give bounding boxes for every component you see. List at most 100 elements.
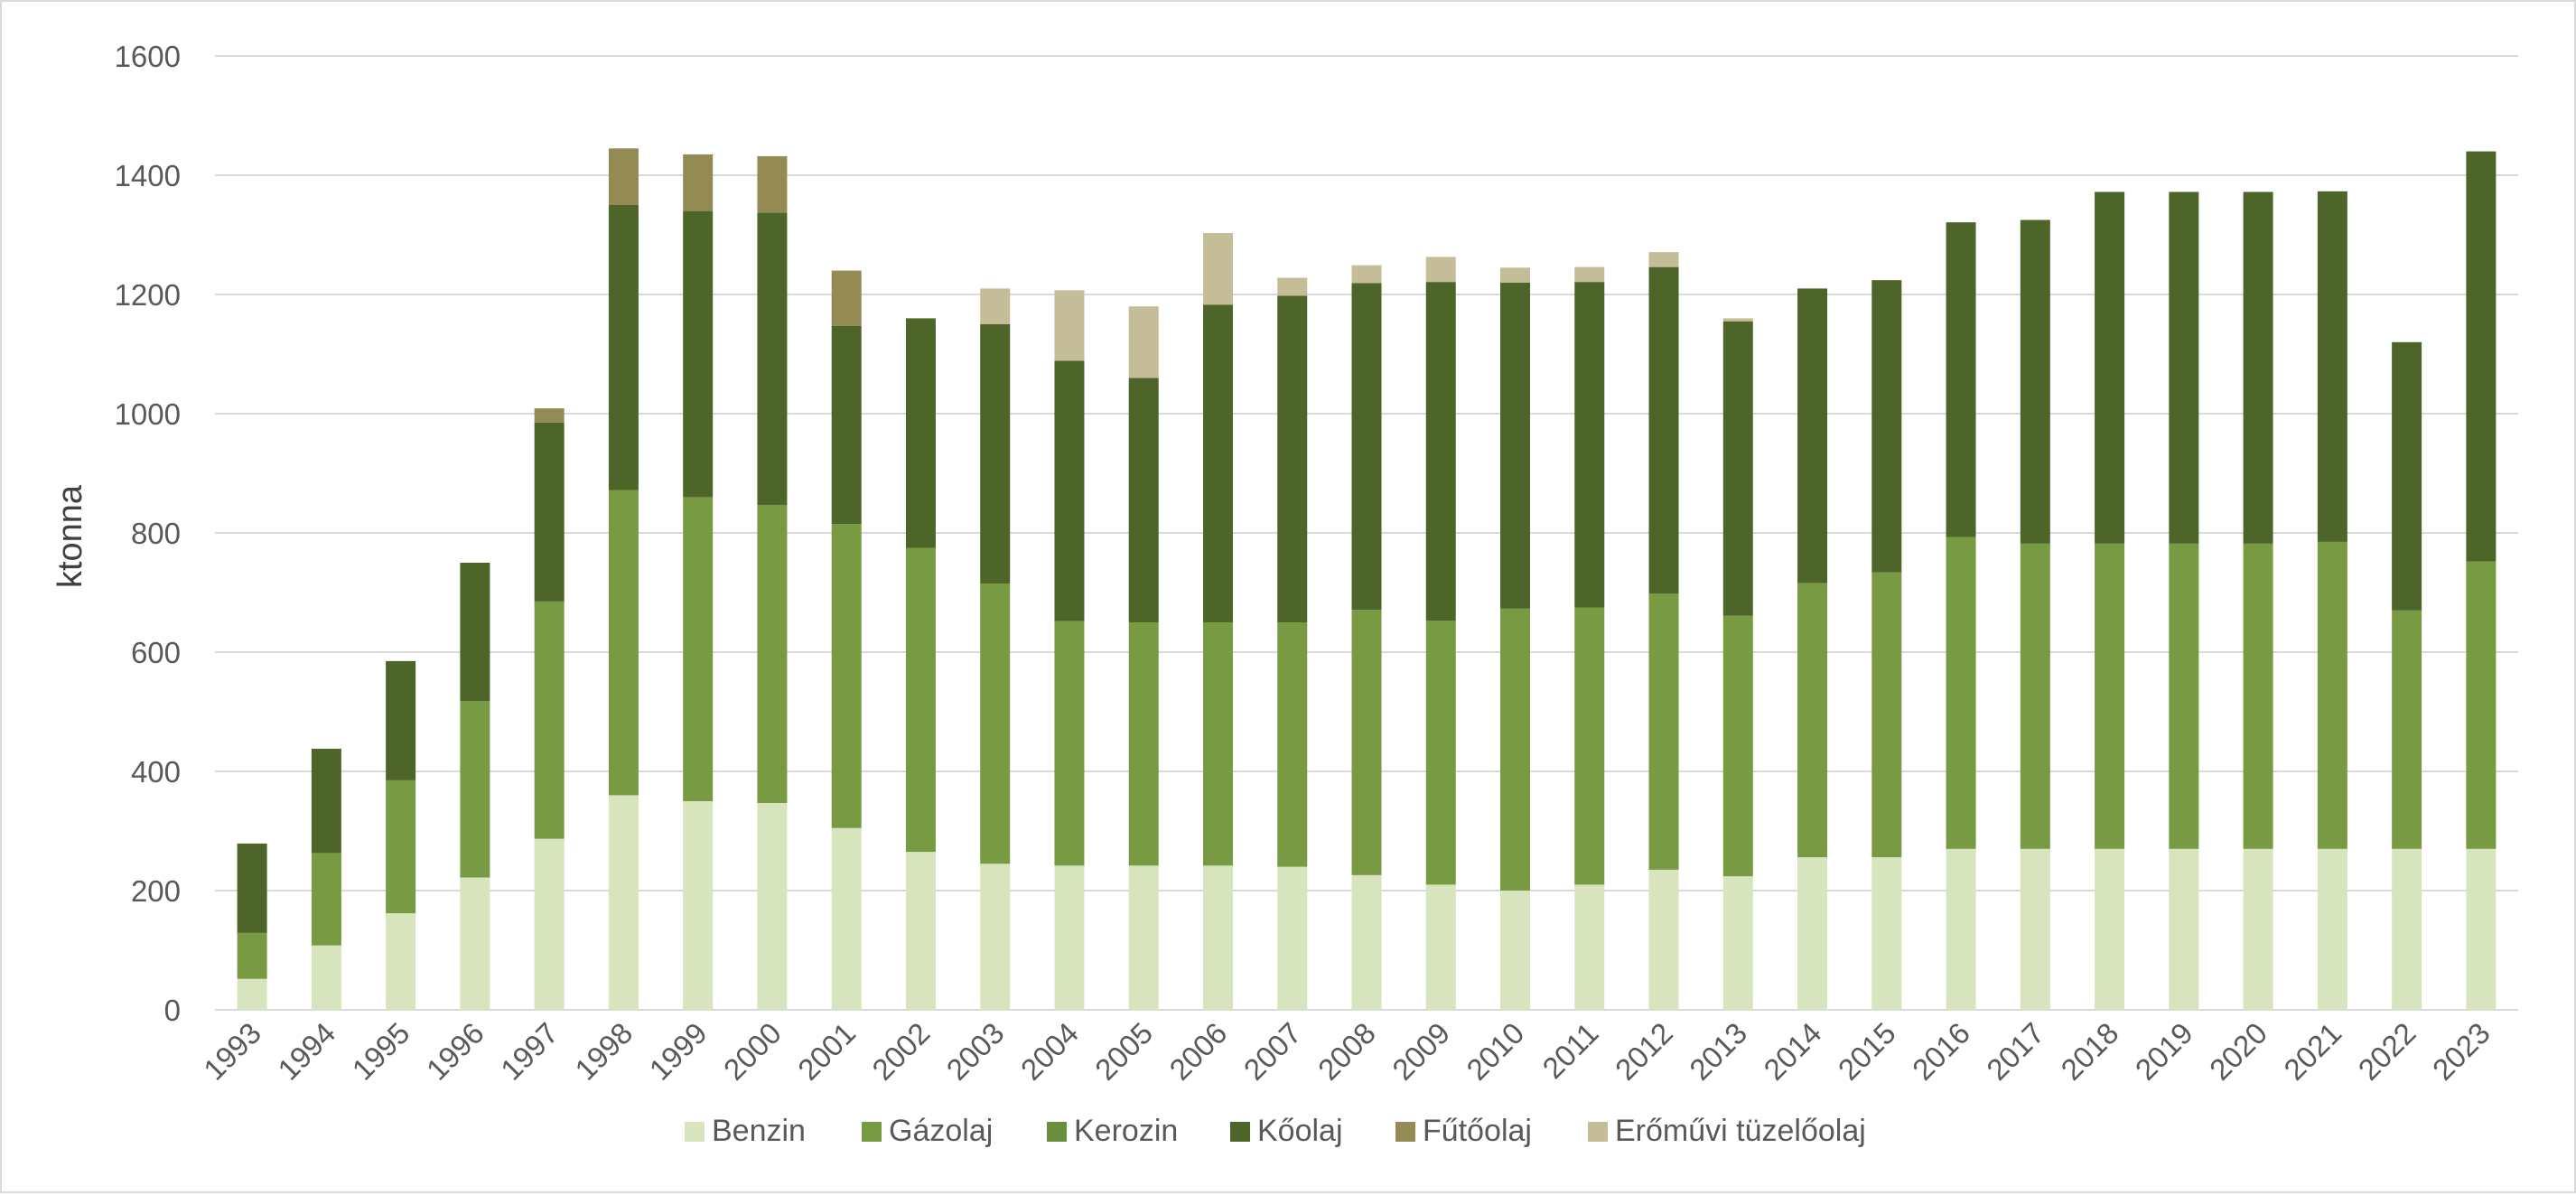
bar-segment-benzin xyxy=(1722,876,1753,1010)
legend-swatch xyxy=(862,1122,882,1142)
bar-segment-gázolaj xyxy=(1648,593,1679,870)
bar-segment-fűtőolaj xyxy=(757,155,788,213)
bar-segment-benzin xyxy=(1277,866,1308,1010)
bar-segment-kőolaj xyxy=(1946,222,1976,537)
x-tick-label: 1999 xyxy=(643,1016,714,1087)
x-tick-label: 2011 xyxy=(1535,1016,1604,1085)
bar-segment-gázolaj xyxy=(1946,537,1976,849)
bar-segment-kőolaj xyxy=(1797,288,1828,583)
y-axis-ticks: 0 200 400 600 800 1000 1200 1400 1600 xyxy=(115,40,181,1027)
bar-segment-kőolaj xyxy=(757,212,788,505)
bar-segment-gázolaj xyxy=(534,601,565,839)
bar-segment-gázolaj xyxy=(2392,610,2422,849)
legend-swatch xyxy=(1395,1122,1415,1142)
x-tick-label: 2015 xyxy=(1832,1016,1902,1087)
bar-segment-gázolaj xyxy=(311,853,341,946)
x-tick-label: 1994 xyxy=(271,1016,341,1087)
bar-segment-benzin xyxy=(311,945,341,1010)
x-tick-label: 2017 xyxy=(1980,1016,2050,1087)
bar-segment-benzin xyxy=(608,795,639,1010)
legend-swatch xyxy=(1230,1122,1250,1142)
x-tick-label: 2009 xyxy=(1386,1016,1456,1087)
bar-segment-gázolaj xyxy=(2317,541,2347,849)
bar-segment-kőolaj xyxy=(1648,266,1679,594)
x-tick-label: 2019 xyxy=(2129,1016,2199,1087)
x-tick-label: 2003 xyxy=(940,1016,1011,1087)
bar-segment-fűtőolaj xyxy=(831,270,862,326)
x-tick-label: 2006 xyxy=(1162,1016,1233,1087)
bar-segment-kőolaj xyxy=(311,748,341,854)
x-tick-label: 2016 xyxy=(1906,1016,1976,1087)
legend-label: Kerozin xyxy=(1074,1114,1178,1148)
bar-segment-benzin xyxy=(2392,848,2422,1010)
bar-segment-benzin xyxy=(905,852,936,1010)
legend-label: Benzin xyxy=(712,1114,806,1148)
bar-segment-gázolaj xyxy=(1871,572,1902,858)
y-tick-label: 200 xyxy=(131,874,181,908)
bar-segment-gázolaj xyxy=(1128,622,1159,866)
x-tick-label: 2000 xyxy=(717,1016,788,1087)
bar-segment-erőművi-tüzelőolaj xyxy=(1054,290,1085,361)
legend-swatch xyxy=(1588,1122,1608,1142)
bar-segment-kőolaj xyxy=(2392,341,2422,611)
bar-segment-gázolaj xyxy=(1351,610,1382,875)
bar-segment-gázolaj xyxy=(386,780,416,914)
x-axis-ticks: 1993 1994 1995 1996 1997 1998 1999 2000 2001 2002… xyxy=(197,1016,2497,1087)
x-tick-label: 1996 xyxy=(420,1016,490,1087)
y-tick-label: 400 xyxy=(131,755,181,789)
y-axis-title: ktonna xyxy=(51,484,89,588)
bar-segment-gázolaj xyxy=(460,701,490,878)
bar-segment-benzin xyxy=(831,827,862,1010)
y-tick-label: 1600 xyxy=(115,40,181,73)
bar-segment-kőolaj xyxy=(2243,191,2273,544)
bar-segment-gázolaj xyxy=(2169,543,2199,849)
legend-label: Kőolaj xyxy=(1257,1114,1343,1148)
y-tick-label: 1000 xyxy=(115,397,181,431)
bar-segment-kőolaj xyxy=(608,205,639,490)
bar-segment-gázolaj xyxy=(2466,561,2497,849)
bar-segment-benzin xyxy=(683,801,714,1010)
bar-segment-kőolaj xyxy=(534,422,565,602)
bar-segment-erőművi-tüzelőolaj xyxy=(1648,252,1679,267)
x-tick-label: 2020 xyxy=(2203,1016,2273,1087)
bar-segment-kőolaj xyxy=(1425,282,1456,621)
bar-segment-gázolaj xyxy=(1202,622,1233,866)
bar-segment-benzin xyxy=(1648,869,1679,1010)
x-tick-label: 2012 xyxy=(1609,1016,1679,1087)
x-tick-label: 2022 xyxy=(2351,1016,2422,1087)
bar-segment-gázolaj xyxy=(683,497,714,801)
bar-segment-erőművi-tüzelőolaj xyxy=(1277,277,1308,296)
bar-segment-benzin xyxy=(1054,865,1085,1010)
bar-segment-gázolaj xyxy=(757,504,788,803)
x-tick-label: 1993 xyxy=(197,1016,267,1087)
x-tick-label: 2014 xyxy=(1757,1016,1827,1087)
x-tick-label: 2008 xyxy=(1311,1016,1382,1087)
bar-segment-benzin xyxy=(2243,848,2273,1010)
bar-segment-gázolaj xyxy=(1797,583,1828,858)
bar-segment-erőművi-tüzelőolaj xyxy=(1722,318,1753,322)
bar-segment-benzin xyxy=(460,877,490,1010)
x-tick-label: 2010 xyxy=(1460,1016,1530,1087)
bar-segment-erőművi-tüzelőolaj xyxy=(1574,266,1605,283)
bar-segment-gázolaj xyxy=(2243,543,2273,849)
legend: Benzin Gázolaj Kerozin Kőolaj Fűtőolaj Erőműv… xyxy=(685,1114,1866,1148)
bar-segment-gázolaj xyxy=(905,547,936,853)
bar-segment-benzin xyxy=(1500,891,1531,1010)
bar-segment-kőolaj xyxy=(460,563,490,702)
bar-segment-kőolaj xyxy=(2095,191,2125,544)
bar-segment-kőolaj xyxy=(1722,321,1753,616)
bar-segment-benzin xyxy=(1797,857,1828,1010)
x-tick-label: 2002 xyxy=(865,1016,936,1087)
x-tick-label: 2018 xyxy=(2054,1016,2124,1087)
bar-segment-erőművi-tüzelőolaj xyxy=(1202,233,1233,305)
bar-segment-gázolaj xyxy=(1722,615,1753,877)
bar-segment-benzin xyxy=(1202,865,1233,1010)
bar-segment-gázolaj xyxy=(608,490,639,796)
x-tick-label: 1997 xyxy=(494,1016,565,1087)
x-tick-label: 2023 xyxy=(2426,1016,2497,1087)
bar-segment-kőolaj xyxy=(2169,191,2199,544)
bar-segment-gázolaj xyxy=(1574,607,1605,885)
legend-label: Gázolaj xyxy=(889,1114,993,1148)
